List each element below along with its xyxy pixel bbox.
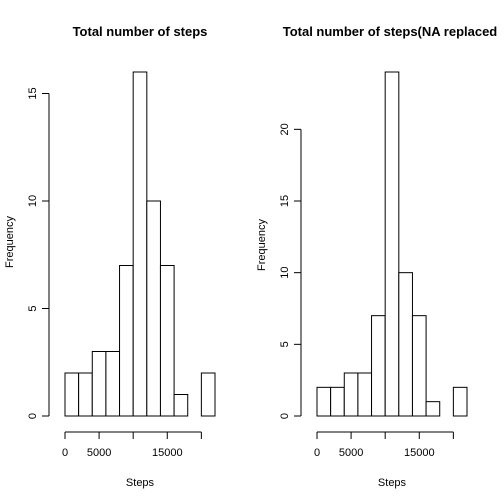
histogram-bar [146,200,161,417]
histogram-bar [452,386,468,417]
x-tick-label: 5000 [339,447,363,459]
histogram-bar [173,394,189,417]
histogram-bar [119,265,134,417]
histogram-bar [132,71,148,417]
chart-title: Total number of steps [73,24,208,39]
bars [316,71,468,417]
x-axis-label: Steps [378,477,407,489]
y-axis: 0 5 10 15 [27,87,50,419]
y-tick-label: 15 [27,87,39,99]
histogram-bar [105,351,121,417]
y-tick-label: 20 [279,123,291,135]
histogram-bar [316,386,332,417]
histogram-bar [371,315,386,417]
x-tick-label: 0 [314,447,320,459]
y-axis-label: Frequency [256,219,268,271]
y-axis-label: Frequency [4,216,16,268]
histogram-bar [64,372,80,417]
y-tick-label: 10 [27,195,39,207]
y-tick-label: 0 [27,413,39,419]
histogram-panel-total: Total number of steps Steps Frequency 0 5… [4,24,216,489]
x-tick-label: 0 [62,447,68,459]
x-axis: 0 5000 15000 [62,431,202,459]
y-axis: 0 5 10 15 20 [279,123,302,419]
histogram-bar [425,401,441,417]
chart-title: Total number of steps(NA replaced [283,24,498,39]
y-tick-label: 5 [27,305,39,311]
x-axis: 0 5000 15000 [314,431,454,459]
histogram-bar [159,265,175,417]
histogram-bar [384,71,400,417]
histogram-bar [411,315,427,417]
histogram-panel-na-replaced: Total number of steps(NA replaced Steps … [256,24,497,489]
x-tick-label: 5000 [87,447,111,459]
histogram-bar [330,386,345,417]
histogram-bar [357,372,373,417]
x-tick-label: 15000 [404,447,435,459]
bars [64,71,216,417]
y-tick-label: 0 [279,413,291,419]
y-tick-label: 10 [279,267,291,279]
x-axis-label: Steps [126,477,155,489]
histogram-bar [343,372,359,417]
histogram-bar [398,272,413,417]
histogram-bar [200,372,216,417]
y-tick-label: 5 [279,341,291,347]
histogram-bar [91,351,107,417]
x-tick-label: 15000 [152,447,183,459]
y-tick-label: 15 [279,195,291,207]
histogram-bar [78,372,93,417]
